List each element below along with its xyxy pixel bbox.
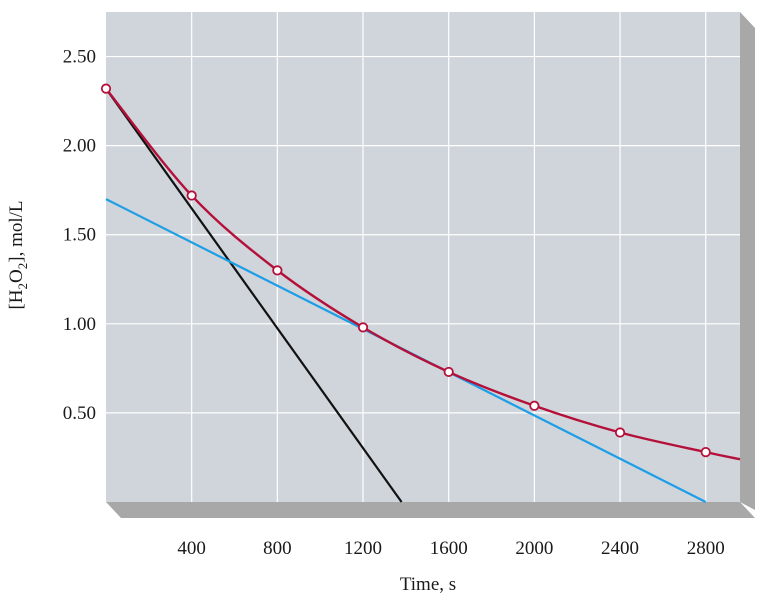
series-line-curve [105, 87, 741, 461]
y-tick-labels: 0.50 1.00 1.50 2.00 2.50 [63, 47, 96, 424]
series-line-tangent-initial [105, 87, 403, 503]
series-layer [105, 87, 741, 503]
y-tick-label: 0.50 [63, 403, 96, 424]
x-tick-label: 2800 [687, 538, 725, 559]
data-point [272, 265, 283, 276]
y-tick-label: 1.00 [63, 314, 96, 335]
data-point [614, 427, 626, 438]
data-point [443, 366, 454, 378]
y-tick-label: 2.50 [63, 47, 96, 68]
x-tick-label: 1200 [344, 538, 382, 559]
data-point [100, 83, 112, 94]
x-axis-title: Time, s [400, 574, 456, 595]
x-tick-label: 1600 [430, 538, 468, 559]
grid [106, 12, 740, 502]
markers-layer [100, 83, 711, 458]
plot-area [106, 12, 740, 502]
frame-right-side [740, 12, 755, 510]
x-tick-label: 2400 [601, 538, 639, 559]
data-point [186, 190, 197, 201]
y-axis-title: [H2O2], mol/L [6, 200, 30, 309]
x-tick-label: 800 [263, 538, 292, 559]
y-tick-label: 1.50 [63, 225, 96, 246]
data-point [700, 447, 711, 458]
x-tick-label: 2000 [515, 538, 553, 559]
x-tick-label: 400 [177, 538, 206, 559]
x-tick-labels: 400 800 1200 1600 2000 2400 2800 [177, 538, 724, 559]
frame-bottom-side [106, 502, 755, 518]
data-point [357, 322, 369, 333]
y-tick-label: 2.00 [63, 136, 96, 157]
data-point [529, 400, 540, 411]
